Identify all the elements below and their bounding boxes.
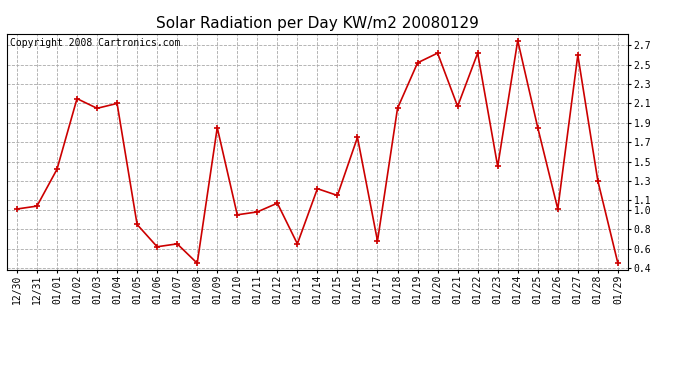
Text: Copyright 2008 Cartronics.com: Copyright 2008 Cartronics.com	[10, 39, 180, 48]
Title: Solar Radiation per Day KW/m2 20080129: Solar Radiation per Day KW/m2 20080129	[156, 16, 479, 31]
